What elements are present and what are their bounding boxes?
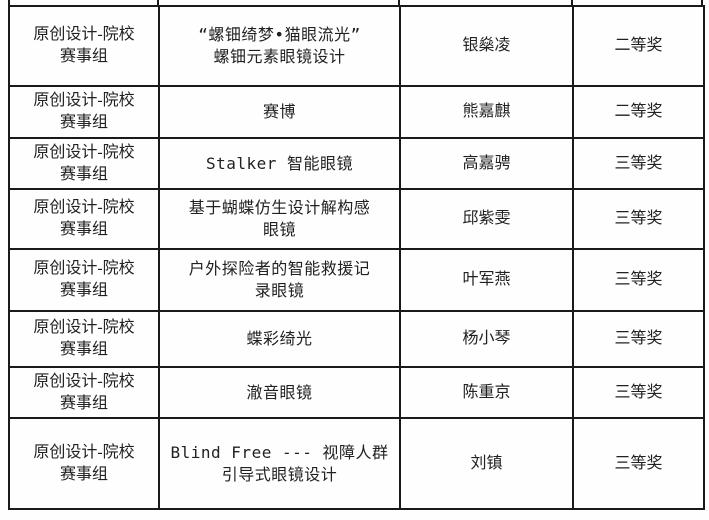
table-row: 原创设计-院校 赛事组 Blind Free --- 视障人群 引导式眼镜设计 … <box>8 417 705 510</box>
author-name-cell: 银燊凌 <box>399 5 574 87</box>
design-name-cell: 赛博 <box>158 85 401 139</box>
author-name-cell: 高嘉骋 <box>399 137 574 190</box>
award-level-cell: 二等奖 <box>572 85 705 139</box>
award-level-cell: 三等奖 <box>572 137 705 190</box>
table-row: 原创设计-院校 赛事组 澈音眼镜 陈重京 三等奖 <box>8 366 705 419</box>
table-row: 原创设计-院校 赛事组 赛博 熊嘉麒 二等奖 <box>8 85 705 139</box>
table-border-stub <box>571 0 573 6</box>
category-cell: 原创设计-院校 赛事组 <box>8 366 160 419</box>
design-name-cell: 蝶彩绮光 <box>158 310 401 368</box>
category-cell: 原创设计-院校 赛事组 <box>8 5 160 87</box>
table-border-stub <box>701 0 703 6</box>
award-level-cell: 三等奖 <box>572 310 705 368</box>
awards-table: 原创设计-院校 赛事组 “螺钿绮梦•猫眼流光” 螺钿元素眼镜设计 银燊凌 二等奖… <box>8 5 705 510</box>
author-name-cell: 邱紫雯 <box>399 188 574 250</box>
author-name-cell: 刘镇 <box>399 417 574 510</box>
category-cell: 原创设计-院校 赛事组 <box>8 417 160 510</box>
table-row: 原创设计-院校 赛事组 户外探险者的智能救援记 录眼镜 叶军燕 三等奖 <box>8 248 705 312</box>
table-row: 原创设计-院校 赛事组 蝶彩绮光 杨小琴 三等奖 <box>8 310 705 368</box>
table-row: 原创设计-院校 赛事组 Stalker 智能眼镜 高嘉骋 三等奖 <box>8 137 705 190</box>
category-cell: 原创设计-院校 赛事组 <box>8 188 160 250</box>
design-name-cell: Blind Free --- 视障人群 引导式眼镜设计 <box>158 417 401 510</box>
table-border-stub <box>8 0 10 6</box>
design-name-cell: 基于蝴蝶仿生设计解构感 眼镜 <box>158 188 401 250</box>
author-name-cell: 杨小琴 <box>399 310 574 368</box>
award-level-cell: 三等奖 <box>572 248 705 312</box>
design-name-cell: “螺钿绮梦•猫眼流光” 螺钿元素眼镜设计 <box>158 5 401 87</box>
table-row: 原创设计-院校 赛事组 “螺钿绮梦•猫眼流光” 螺钿元素眼镜设计 银燊凌 二等奖 <box>8 5 705 87</box>
table-border-stub <box>157 0 159 6</box>
design-name-cell: 澈音眼镜 <box>158 366 401 419</box>
author-name-cell: 熊嘉麒 <box>399 85 574 139</box>
design-name-cell: 户外探险者的智能救援记 录眼镜 <box>158 248 401 312</box>
design-name-cell: Stalker 智能眼镜 <box>158 137 401 190</box>
table-row: 原创设计-院校 赛事组 基于蝴蝶仿生设计解构感 眼镜 邱紫雯 三等奖 <box>8 188 705 250</box>
author-name-cell: 陈重京 <box>399 366 574 419</box>
author-name-cell: 叶军燕 <box>399 248 574 312</box>
category-cell: 原创设计-院校 赛事组 <box>8 248 160 312</box>
category-cell: 原创设计-院校 赛事组 <box>8 310 160 368</box>
award-level-cell: 二等奖 <box>572 5 705 87</box>
category-cell: 原创设计-院校 赛事组 <box>8 137 160 190</box>
category-cell: 原创设计-院校 赛事组 <box>8 85 160 139</box>
table-border-stub <box>398 0 400 6</box>
award-level-cell: 三等奖 <box>572 417 705 510</box>
award-level-cell: 三等奖 <box>572 366 705 419</box>
award-level-cell: 三等奖 <box>572 188 705 250</box>
